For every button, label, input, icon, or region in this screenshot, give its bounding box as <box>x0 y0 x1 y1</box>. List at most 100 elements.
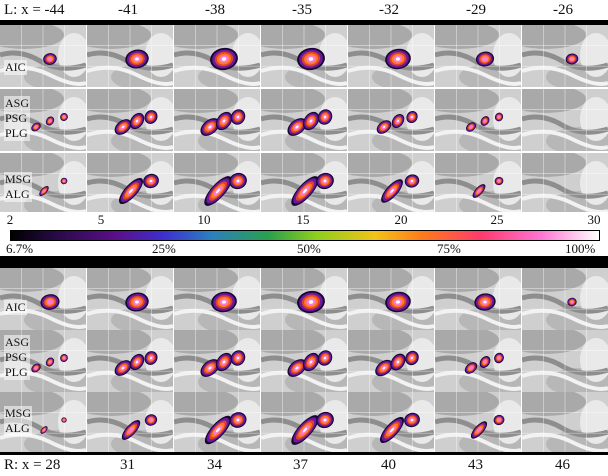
brain-slice-image <box>0 330 86 392</box>
brain-slice-panel <box>0 392 86 454</box>
brain-slice-image <box>435 392 521 454</box>
brain-slice-panel <box>174 153 260 215</box>
brain-slice-image <box>0 268 86 330</box>
left-panel-row-msg-alg <box>0 153 608 215</box>
brain-slice-panel <box>435 330 521 392</box>
colorbar-percent: 75% <box>437 241 461 256</box>
brain-slice-image <box>522 392 608 454</box>
brain-slice-image <box>522 25 608 87</box>
brain-slice-image <box>0 25 86 87</box>
brain-slice-image <box>261 330 347 392</box>
brain-slice-image <box>435 25 521 87</box>
coord-label: 43 <box>468 457 483 473</box>
brain-slice-panel <box>87 25 173 87</box>
brain-slice-panel <box>0 25 86 87</box>
brain-slice-image <box>174 89 260 151</box>
region-label-asg-psg-plg: ASG PSG PLG <box>4 335 31 380</box>
brain-slice-panel <box>348 330 434 392</box>
brain-slice-panel <box>261 268 347 330</box>
brain-slice-panel <box>87 89 173 151</box>
coord-label: -32 <box>379 2 399 18</box>
colorbar-tick: 30 <box>587 212 601 227</box>
brain-slice-panel <box>348 89 434 151</box>
brain-slice-panel <box>522 25 608 87</box>
brain-slice-panel <box>435 268 521 330</box>
right-panel-row-asg-psg-plg <box>0 330 608 392</box>
brain-slice-image <box>348 25 434 87</box>
brain-slice-image <box>348 268 434 330</box>
brain-slice-image <box>87 89 173 151</box>
brain-slice-image <box>87 25 173 87</box>
brain-slice-panel <box>87 268 173 330</box>
brain-slice-image <box>261 153 347 215</box>
colorbar-percent: 100% <box>565 241 596 256</box>
right-coordinate-row: R: x = 28 31 34 37 40 43 46 <box>0 455 608 475</box>
brain-slice-panel <box>261 89 347 151</box>
region-label-msg-alg: MSG ALG <box>4 406 33 436</box>
brain-slice-image <box>87 330 173 392</box>
coord-label: -41 <box>118 2 138 18</box>
brain-slice-image <box>261 89 347 151</box>
brain-slice-panel <box>348 153 434 215</box>
brain-slice-panel <box>174 268 260 330</box>
brain-slice-image <box>348 330 434 392</box>
brain-slice-image <box>174 153 260 215</box>
colorbar-tick: 25 <box>490 212 504 227</box>
left-panel-row-asg-psg-plg <box>0 89 608 151</box>
coord-label: -26 <box>553 2 573 18</box>
colorbar-tick: 5 <box>97 212 105 227</box>
region-label-asg-psg-plg: ASG PSG PLG <box>4 96 31 141</box>
coord-label: 46 <box>555 457 570 473</box>
colorbar-percent: 50% <box>297 241 321 256</box>
region-label-aic: AIC <box>4 300 27 315</box>
bottom-black-band <box>0 452 608 455</box>
brain-slice-panel <box>435 392 521 454</box>
coord-label: -29 <box>466 2 486 18</box>
brain-slice-panel <box>174 330 260 392</box>
brain-slice-image <box>522 89 608 151</box>
brain-slice-image <box>435 153 521 215</box>
top-black-band <box>0 20 608 25</box>
colorbar-gradient <box>10 230 600 241</box>
brain-slice-panel <box>87 153 173 215</box>
brain-slice-image <box>261 25 347 87</box>
brain-slice-image <box>435 89 521 151</box>
colorbar-tick: 15 <box>296 212 310 227</box>
brain-slice-image <box>87 392 173 454</box>
brain-slice-image <box>435 268 521 330</box>
brain-slice-image <box>87 153 173 215</box>
brain-slice-panel <box>522 268 608 330</box>
brain-slice-panel <box>261 330 347 392</box>
brain-slice-panel <box>0 268 86 330</box>
brain-slice-image <box>522 153 608 215</box>
brain-slice-panel <box>87 392 173 454</box>
coord-label: -38 <box>205 2 225 18</box>
brain-slice-image <box>87 268 173 330</box>
coord-label: 37 <box>293 457 308 473</box>
region-label-msg-alg: MSG ALG <box>4 172 33 202</box>
brain-slice-image <box>174 268 260 330</box>
brain-slice-image <box>261 392 347 454</box>
brain-slice-image <box>261 268 347 330</box>
left-panel-row-aic <box>0 25 608 87</box>
brain-slice-panel <box>261 392 347 454</box>
colorbar-percent: 6.7% <box>6 241 34 256</box>
coord-label: -35 <box>292 2 312 18</box>
coord-label: 31 <box>120 457 135 473</box>
brain-slice-image <box>174 330 260 392</box>
brain-slice-panel <box>348 392 434 454</box>
colorbar: 2 5 10 15 20 25 30 6.7% 25% 50% 75% 100% <box>0 212 608 268</box>
coord-label: 40 <box>381 457 396 473</box>
brain-slice-image <box>435 330 521 392</box>
brain-slice-panel <box>435 25 521 87</box>
brain-slice-image <box>174 25 260 87</box>
colorbar-tick: 10 <box>197 212 211 227</box>
brain-slice-panel <box>522 330 608 392</box>
brain-slice-image <box>174 392 260 454</box>
colorbar-tick: 20 <box>394 212 408 227</box>
left-coordinate-row: L: x = -44 -41 -38 -35 -32 -29 -26 <box>0 0 608 20</box>
brain-slice-panel <box>261 25 347 87</box>
brain-slice-image <box>348 89 434 151</box>
brain-slice-panel <box>522 392 608 454</box>
region-label-aic: AIC <box>4 60 27 75</box>
